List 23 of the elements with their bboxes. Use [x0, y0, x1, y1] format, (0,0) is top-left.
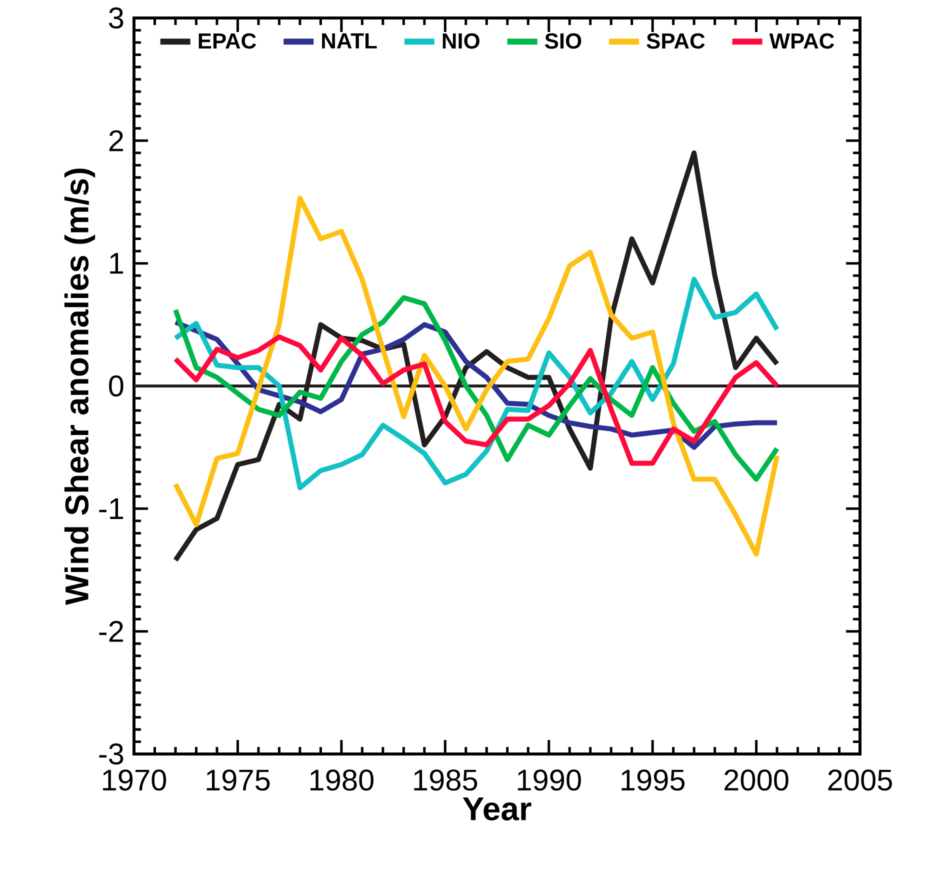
y-tick-label: 3 — [109, 7, 124, 29]
x-axis-title: Year — [462, 798, 532, 820]
legend-label: NATL — [322, 33, 377, 48]
x-tick-label: 2005 — [828, 770, 892, 791]
x-tick-label: 1990 — [518, 770, 581, 791]
y-tick-label: -2 — [99, 620, 123, 642]
legend-label: NIO — [442, 33, 480, 49]
y-axis-title: Wind Shear anomalies (m/s) — [64, 168, 96, 606]
x-tick-label: 1975 — [206, 770, 270, 791]
x-tick-label: 1995 — [622, 770, 685, 791]
x-tick-label: 1970 — [103, 770, 166, 791]
y-tick-label: 2 — [109, 130, 123, 152]
x-tick-label: 1980 — [310, 770, 374, 791]
y-tick-label: 1 — [110, 253, 124, 274]
x-tick-label: 1985 — [414, 770, 478, 791]
y-tick-label: -1 — [99, 498, 124, 519]
y-tick-label: 0 — [109, 375, 124, 397]
x-tick-label: 2000 — [724, 770, 788, 791]
y-tick-label: -3 — [99, 743, 124, 765]
legend-label: EPAC — [198, 33, 256, 49]
legend-label: SIO — [544, 33, 582, 49]
legend-label: WPAC — [769, 33, 834, 49]
legend-label: SPAC — [646, 33, 705, 49]
